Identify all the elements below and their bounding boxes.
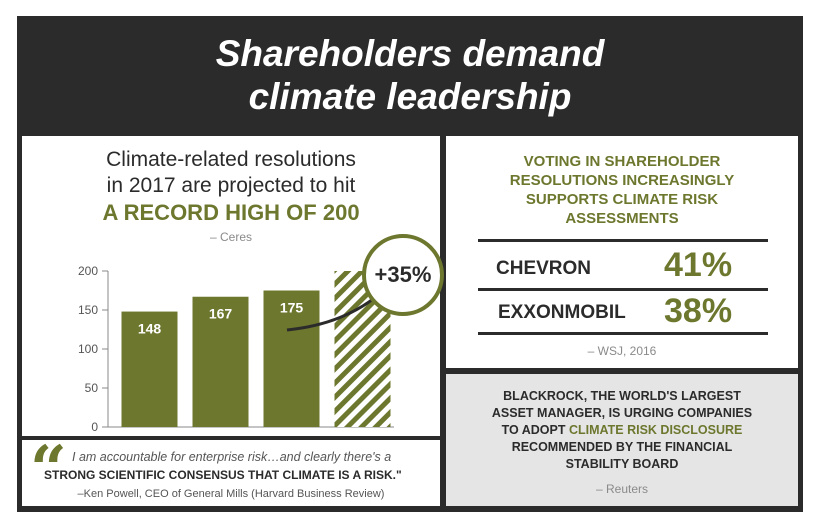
quote-attribution: –Ken Powell, CEO of General Mills (Harva…	[77, 488, 385, 500]
divider	[478, 288, 768, 291]
y-tick-label: 200	[78, 264, 98, 278]
y-tick-label: 0	[91, 420, 98, 434]
climate-risk-disclosure-highlight: CLIMATE RISK DISCLOSURE	[568, 423, 743, 437]
quote-panel: “ I am accountable for enterprise risk…a…	[22, 432, 440, 507]
voting-heading-line: VOTING IN SHAREHOLDER	[523, 153, 721, 170]
percent-chevron: 41%	[664, 246, 733, 284]
growth-badge: +35%	[362, 234, 444, 316]
divider	[478, 239, 768, 242]
voting-heading-line: RESOLUTIONS INCREASINGLY	[509, 172, 735, 189]
voting-heading: VOTING IN SHAREHOLDER RESOLUTIONS INCREA…	[446, 152, 798, 228]
divider	[478, 332, 768, 335]
blackrock-panel: BLACKROCK, THE WORLD'S LARGEST ASSET MAN…	[446, 374, 798, 506]
blackrock-line-4: RECOMMENDED BY THE FINANCIAL	[511, 440, 733, 454]
bar-2016	[263, 290, 320, 427]
bar-data-label: 175	[280, 300, 304, 316]
x-tick-label: 2016	[278, 433, 305, 434]
y-tick-label: 100	[78, 342, 98, 356]
blackrock-line-1: BLACKROCK, THE WORLD'S LARGEST	[503, 389, 741, 403]
quote-line-1: I am accountable for enterprise risk…and…	[72, 450, 392, 464]
quote-mark-icon: “	[30, 432, 67, 507]
voting-heading-line: ASSESSMENTS	[565, 210, 679, 227]
chart-headline-line-2: in 2017 are projected to hit	[106, 174, 356, 197]
title-line-2: climate leadership	[248, 76, 572, 117]
voting-source: – WSJ, 2016	[587, 344, 657, 358]
percent-exxonmobil: 38%	[664, 292, 733, 330]
x-tick-label: 2017	[349, 433, 376, 434]
growth-badge-label: +35%	[374, 262, 432, 287]
infographic-frame: Shareholders demand climate leadership C…	[17, 16, 803, 512]
blackrock-line-3: TO ADOPT CLIMATE RISK DISCLOSURE	[446, 422, 798, 439]
blackrock-line-5: STABILITY BOARD	[565, 457, 679, 471]
x-tick-label: 2014	[136, 433, 163, 434]
title-line-1: Shareholders demand	[215, 33, 605, 74]
resolutions-chart-panel: Climate-related resolutions in 2017 are …	[22, 136, 444, 436]
company-exxonmobil: EXXONMOBIL	[498, 302, 626, 323]
voting-panel: VOTING IN SHAREHOLDER RESOLUTIONS INCREA…	[446, 136, 798, 368]
company-chevron: CHEVRON	[496, 258, 592, 279]
chart-headline-strong: A RECORD HIGH OF 200	[102, 200, 360, 225]
bar-2014	[121, 311, 178, 427]
chart-bars-group: 148 2014 167 2015 175 2016 2017	[121, 271, 391, 434]
chart-headline-line-1: Climate-related resolutions	[106, 148, 356, 171]
y-tick-label: 50	[85, 381, 99, 395]
bar-data-label: 148	[138, 321, 162, 337]
chart-source: – Ceres	[209, 230, 253, 244]
x-tick-label: 2015	[207, 433, 234, 434]
bar-chart: 0 50 100 150 200 148 2014 167 2015 175 2016 2017	[78, 264, 394, 434]
infographic-title: Shareholders demand climate leadership	[17, 16, 803, 134]
bar-data-label: 167	[209, 306, 233, 322]
blackrock-text: BLACKROCK, THE WORLD'S LARGEST ASSET MAN…	[446, 388, 798, 473]
blackrock-line-3-pre: TO ADOPT	[501, 423, 569, 437]
quote-line-2: STRONG SCIENTIFIC CONSENSUS THAT CLIMATE…	[44, 468, 402, 482]
y-tick-label: 150	[78, 303, 98, 317]
bar-2015	[192, 296, 249, 427]
blackrock-line-2: ASSET MANAGER, IS URGING COMPANIES	[491, 406, 753, 420]
voting-heading-line: SUPPORTS CLIMATE RISK	[525, 191, 719, 208]
blackrock-source: – Reuters	[595, 482, 649, 496]
